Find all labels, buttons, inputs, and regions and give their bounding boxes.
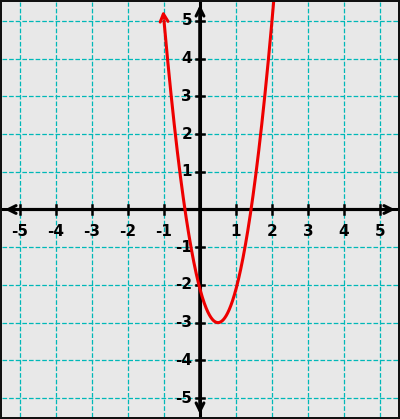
Text: -3: -3: [175, 315, 192, 330]
Text: 1: 1: [231, 224, 241, 239]
Text: -2: -2: [120, 224, 136, 239]
Text: 3: 3: [303, 224, 313, 239]
Text: -4: -4: [175, 353, 192, 368]
Text: 2: 2: [266, 224, 277, 239]
Text: -3: -3: [84, 224, 100, 239]
Text: -5: -5: [12, 224, 28, 239]
Text: -2: -2: [175, 277, 192, 292]
Text: 3: 3: [182, 89, 192, 104]
Text: 4: 4: [339, 224, 349, 239]
Text: -1: -1: [156, 224, 172, 239]
Text: -5: -5: [175, 391, 192, 406]
Text: 4: 4: [182, 51, 192, 66]
Text: 2: 2: [181, 127, 192, 142]
Text: -1: -1: [175, 240, 192, 255]
Text: -4: -4: [48, 224, 64, 239]
Text: 5: 5: [375, 224, 385, 239]
Text: 1: 1: [182, 164, 192, 179]
Text: 5: 5: [182, 13, 192, 28]
